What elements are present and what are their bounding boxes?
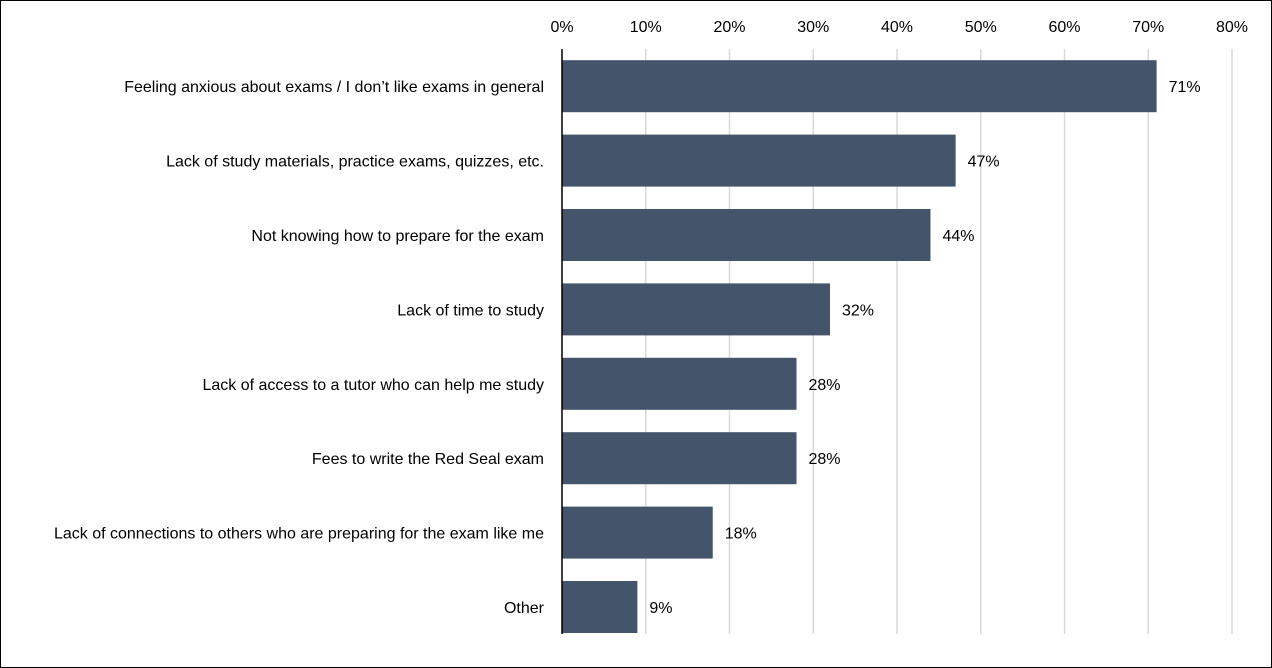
category-label: Lack of access to a tutor who can help m… (202, 377, 544, 394)
bar (562, 581, 638, 633)
data-label: 47% (968, 154, 1000, 171)
category-label: Feeling anxious about exams / I don’t li… (124, 79, 544, 96)
data-label: 28% (809, 451, 841, 468)
data-label: 9% (649, 600, 672, 617)
bar (562, 432, 797, 485)
category-label: Fees to write the Red Seal exam (312, 451, 544, 468)
category-label: Lack of time to study (397, 302, 544, 319)
category-labels: Feeling anxious about exams / I don’t li… (54, 79, 545, 617)
data-labels: 71% 47% 44% 32% 28% 28% 18% 9% (649, 79, 1200, 617)
x-tick-label: 30% (797, 19, 829, 36)
bar (562, 134, 956, 187)
x-tick-label: 70% (1132, 19, 1164, 36)
category-label: Lack of connections to others who are pr… (54, 526, 544, 543)
bar (562, 60, 1157, 113)
bar (562, 283, 830, 336)
x-tick-label: 50% (965, 19, 997, 36)
x-tick-label: 40% (881, 19, 913, 36)
data-label: 71% (1169, 79, 1201, 96)
bar (562, 209, 931, 261)
x-tick-label: 10% (630, 19, 662, 36)
x-tick-label: 80% (1216, 19, 1248, 36)
bar (562, 357, 797, 410)
bar (562, 506, 713, 559)
data-label: 18% (725, 526, 757, 543)
category-label: Lack of study materials, practice exams,… (166, 154, 544, 171)
data-label: 28% (809, 377, 841, 394)
x-tick-label: 0% (550, 19, 573, 36)
data-label: 44% (943, 228, 975, 245)
x-tick-labels: 0% 10% 20% 30% 40% 50% 60% 70% 80% (550, 19, 1248, 36)
data-label: 32% (842, 302, 874, 319)
category-label: Other (504, 600, 545, 617)
category-label: Not knowing how to prepare for the exam (251, 228, 544, 245)
bars (562, 60, 1157, 633)
x-tick-label: 60% (1048, 19, 1080, 36)
x-tick-label: 20% (713, 19, 745, 36)
